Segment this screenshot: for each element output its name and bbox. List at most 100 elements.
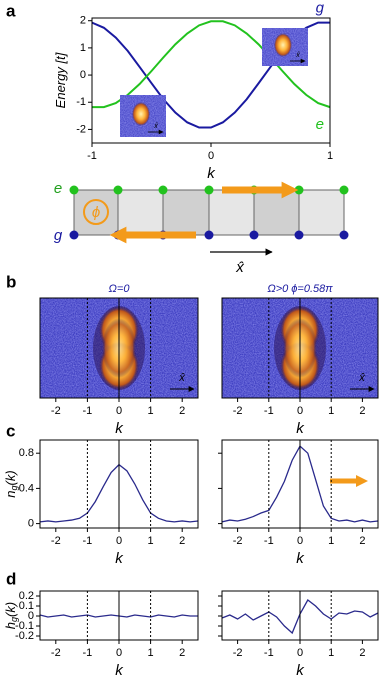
y-tick-label: -0.1	[15, 620, 34, 632]
y-axis-label: ng(k)	[3, 470, 19, 497]
x-tick-label: 0	[116, 535, 122, 547]
inset-cloud	[274, 33, 292, 57]
site-e	[339, 185, 349, 195]
y-tick-label: 0	[80, 69, 86, 81]
lower-label: g	[54, 227, 63, 244]
y-label-sub: g	[9, 485, 19, 490]
x-axis-label: k	[296, 662, 305, 679]
y-tick-label: 0.1	[19, 600, 34, 612]
inset-axis-label: x̂	[295, 52, 300, 59]
axis-arrow-label: x̂	[358, 372, 365, 384]
x-tick-label: -1	[87, 150, 97, 162]
x-axis-label: k	[207, 165, 216, 182]
site-g	[249, 230, 259, 240]
series-label: e	[316, 116, 324, 133]
y-label-suffix: (k)	[3, 602, 18, 617]
site-e	[69, 185, 79, 195]
x-tick-label: 1	[148, 535, 154, 547]
y-axis-label: Energy [t]	[53, 52, 68, 108]
y-tick-label: 1	[80, 42, 86, 54]
panel-letter: d	[6, 569, 16, 588]
plaquette	[253, 189, 300, 236]
inset-axis-label: x̂	[153, 123, 158, 130]
x-tick-label: 0	[297, 405, 303, 417]
ladder-schematic: e g x̂ ϕ	[54, 180, 349, 276]
y-tick-label: 0.4	[19, 482, 34, 494]
x-tick-label: 1	[148, 405, 154, 417]
x-axis-label: k	[296, 420, 305, 437]
plaquette	[162, 189, 210, 236]
y-tick-label: -0.2	[15, 630, 34, 642]
x-tick-label: 0	[208, 150, 214, 162]
site-g	[204, 230, 214, 240]
x-tick-label: 2	[179, 405, 185, 417]
image-title: Ω=0	[109, 283, 131, 295]
x-tick-label: 2	[359, 405, 365, 417]
image-title: Ω>0 ϕ=0.58π	[267, 283, 333, 295]
panel-letter: c	[6, 421, 15, 440]
y-tick-label: 0.2	[19, 590, 34, 602]
site-g	[339, 230, 349, 240]
site-e	[294, 185, 304, 195]
plaquette	[208, 189, 255, 236]
x-tick-label: 2	[359, 647, 365, 659]
y-label-main: h	[3, 622, 18, 629]
x-tick-label: 0	[116, 647, 122, 659]
x-tick-label: -2	[51, 647, 61, 659]
x-axis-label: k	[115, 550, 124, 567]
x-tick-label: 2	[359, 535, 365, 547]
y-label-main: Energy [t]	[53, 52, 68, 108]
y-tick-label: -1	[76, 96, 86, 108]
x-tick-label: 1	[148, 647, 154, 659]
x-tick-label: -1	[83, 405, 93, 417]
series-line	[92, 20, 331, 109]
upper-label: e	[54, 180, 62, 197]
x-axis-label: k	[296, 550, 305, 567]
site-g	[69, 230, 79, 240]
site-e	[158, 185, 168, 195]
x-tick-label: -2	[233, 405, 243, 417]
x-tick-label: -1	[83, 535, 93, 547]
axis-arrow-label: x̂	[178, 372, 185, 384]
x-tick-label: -1	[264, 535, 274, 547]
panel-letter: a	[6, 1, 16, 20]
x-tick-label: 1	[328, 647, 334, 659]
x-axis-label: k	[115, 420, 124, 437]
y-label-sub: g	[9, 617, 19, 622]
flux-loop	[83, 199, 109, 225]
x-tick-label: -2	[233, 535, 243, 547]
y-tick-label: 0	[28, 518, 34, 530]
panel-letter: b	[6, 272, 16, 291]
x-tick-label: -2	[233, 647, 243, 659]
x-tick-label: -2	[51, 535, 61, 547]
plaquette	[298, 189, 345, 236]
site-e	[204, 185, 214, 195]
x-tick-label: 1	[328, 535, 334, 547]
y-tick-label: 0	[28, 610, 34, 622]
x-tick-label: -1	[264, 647, 274, 659]
axis-label: x̂	[235, 259, 244, 276]
inset-cloud	[132, 102, 150, 126]
site-e	[113, 185, 123, 195]
x-tick-label: 1	[328, 405, 334, 417]
x-tick-label: 0	[116, 405, 122, 417]
x-axis-label: k	[115, 662, 124, 679]
y-tick-label: 0.8	[19, 447, 34, 459]
site-g	[294, 230, 304, 240]
plaquette	[117, 189, 164, 236]
y-tick-label: 2	[80, 15, 86, 27]
x-tick-label: -1	[83, 647, 93, 659]
x-tick-label: 0	[297, 647, 303, 659]
flux-label: ϕ	[92, 204, 100, 221]
y-tick-label: -2	[76, 123, 86, 135]
y-axis-label: hg(k)	[3, 602, 19, 629]
x-tick-label: 0	[297, 535, 303, 547]
x-tick-label: 1	[327, 150, 333, 162]
x-tick-label: -2	[51, 405, 61, 417]
x-tick-label: 2	[179, 647, 185, 659]
y-label-main: n	[3, 490, 18, 497]
y-label-suffix: (k)	[3, 470, 18, 485]
series-label: g	[316, 0, 325, 17]
x-tick-label: 2	[179, 535, 185, 547]
